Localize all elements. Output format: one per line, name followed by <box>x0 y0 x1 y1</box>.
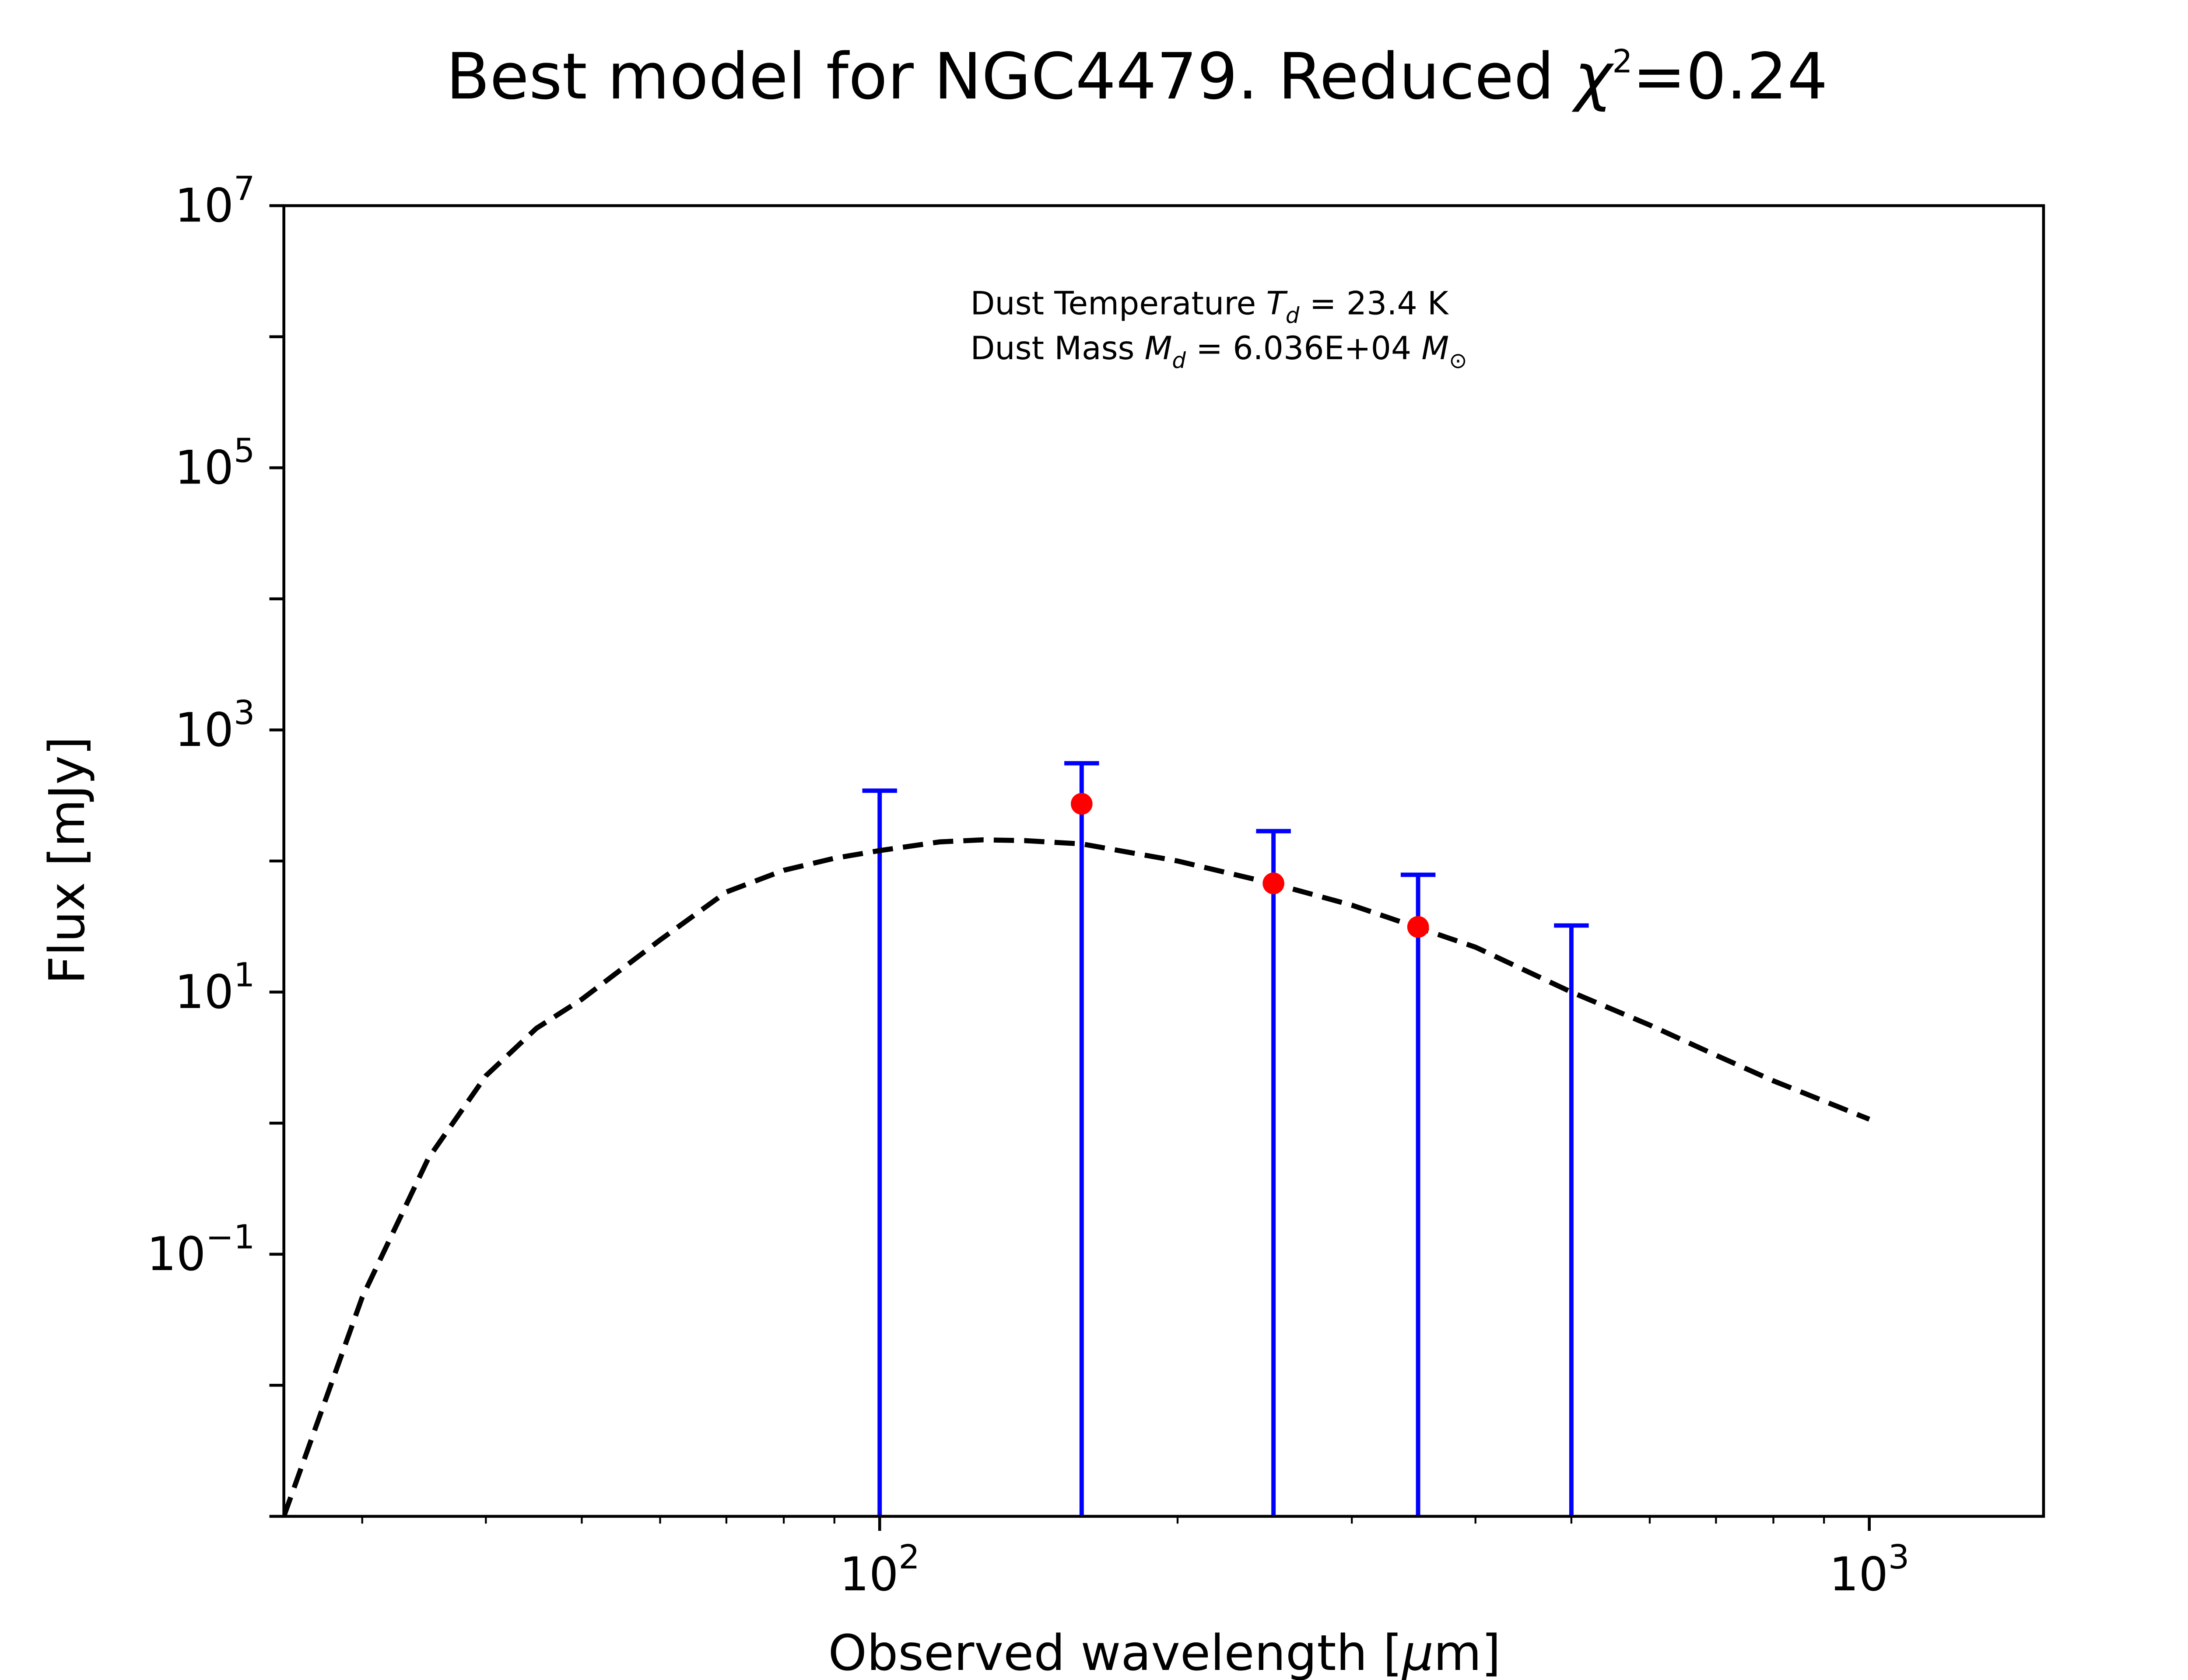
y-tick-label: 105 <box>175 431 255 495</box>
y-axis-ticks: 10−1 101 103 105 107 <box>147 169 284 1518</box>
y-tick-label: 107 <box>175 169 255 233</box>
data-point <box>1262 872 1284 894</box>
y-tick-label: 103 <box>175 693 255 757</box>
x-tick-label: 102 <box>840 1537 920 1601</box>
x-axis-ticks: 102 103 <box>361 1516 1909 1601</box>
x-axis-label: Observed wavelength [μm] <box>828 1624 1501 1680</box>
model-curve <box>284 837 1870 1516</box>
y-tick-label: 101 <box>175 955 255 1019</box>
x-tick-label: 103 <box>1829 1537 1909 1601</box>
dust-temperature-annotation: Dust Temperature Td = 23.4 K <box>970 285 1449 328</box>
data-point <box>1071 793 1093 815</box>
data-point <box>1407 916 1429 938</box>
plot-area <box>284 761 1870 1516</box>
chi-exponent: 2 <box>1612 43 1632 80</box>
y-axis-label: Flux [mJy] <box>39 736 96 984</box>
dust-mass-annotation: Dust Mass Md = 6.036E+04 M⊙ <box>970 330 1467 373</box>
chi-symbol: χ <box>1571 40 1614 114</box>
chart-title: Best model for NGC4479. Reduced χ2=0.24 <box>446 40 1827 114</box>
y-tick-label: 10−1 <box>147 1218 255 1281</box>
